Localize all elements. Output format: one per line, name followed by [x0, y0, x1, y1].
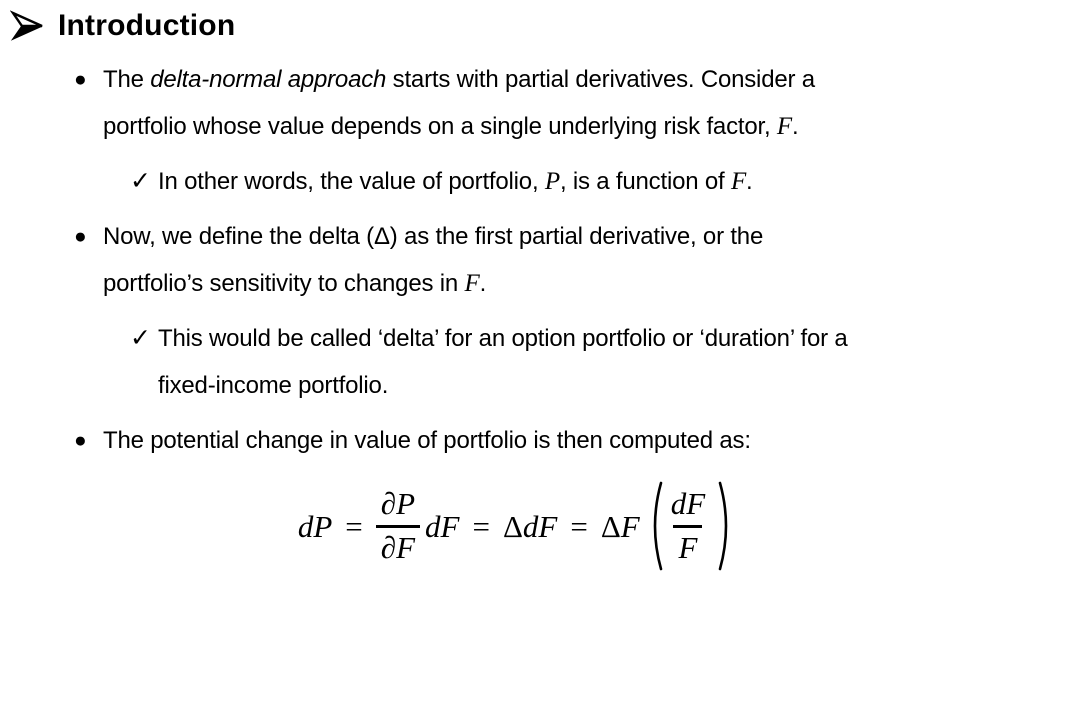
fraction-denominator: ∂F [375, 524, 421, 565]
equals-sign: = [472, 508, 490, 544]
text-segment: starts with partial derivatives. Conside… [386, 66, 815, 93]
fraction-denominator: F [673, 524, 703, 565]
bullet-2-text: Now, we define the delta (Δ) as the firs… [103, 213, 1084, 307]
bullet-item-2: ● Now, we define the delta (Δ) as the fi… [0, 213, 1084, 307]
text-segment: portfolio whose value depends on a singl… [103, 113, 777, 140]
formula: dP = ∂P ∂F dF = ΔdF = ΔF dF F [0, 481, 1058, 571]
fraction-dF-F: dF F [666, 485, 710, 565]
check-2-text: This would be called ‘delta’ for an opti… [158, 315, 1084, 409]
open-paren-icon [647, 481, 663, 571]
text-segment: . [791, 113, 799, 140]
text-segment: portfolio’s sensitivity to changes in [103, 270, 465, 297]
text-line: The delta-normal approach starts with pa… [103, 56, 1084, 103]
fraction-numerator: ∂P [380, 485, 416, 521]
math-variable: F [464, 270, 480, 297]
text-line: fixed-income portfolio. [158, 362, 1084, 409]
math-variable: P [544, 168, 560, 195]
bullet-item-1: ● The delta-normal approach starts with … [0, 56, 1084, 150]
formula-term-delta-dF: ΔdF [503, 511, 557, 542]
text-line: portfolio’s sensitivity to changes in F. [103, 260, 1084, 307]
formula-term-dF: dF [425, 508, 460, 544]
check-item-1: ✓ In other words, the value of portfolio… [0, 158, 1084, 205]
arrow-bullet-icon [9, 10, 46, 42]
close-paren-icon [718, 481, 734, 571]
text-line: The potential change in value of portfol… [103, 417, 1084, 464]
equals-sign: = [570, 508, 588, 544]
dot-bullet-icon: ● [74, 429, 87, 452]
equals-sign: = [345, 508, 363, 544]
text-segment: Now, we define the delta (Δ) as the firs… [103, 223, 764, 250]
checkmark-icon: ✓ [130, 324, 151, 352]
dot-bullet-icon: ● [74, 68, 87, 91]
text-line: In other words, the value of portfolio, … [158, 158, 1084, 205]
text-segment: . [479, 270, 487, 297]
formula-term-dP: dP [297, 508, 333, 544]
text-segment-italic: delta-normal approach [150, 66, 387, 93]
bullet-item-3: ● The potential change in value of portf… [0, 417, 1084, 464]
math-variable: F [776, 113, 792, 140]
text-segment: The [103, 66, 151, 93]
slide-heading: Introduction [0, 0, 1084, 45]
text-segment: The potential change in value of portfol… [103, 427, 751, 454]
text-line: This would be called ‘delta’ for an opti… [158, 315, 1084, 362]
math-variable: F [620, 508, 640, 544]
checkmark-icon: ✓ [130, 167, 151, 195]
bullet-1-text: The delta-normal approach starts with pa… [103, 56, 1084, 150]
page-title: Introduction [58, 9, 236, 42]
text-segment: In other words, the value of portfolio, [158, 168, 545, 195]
formula-term-delta-F: ΔF [601, 511, 640, 542]
text-segment: , is a function of [559, 168, 731, 195]
text-segment: This would be called ‘delta’ for an opti… [158, 325, 848, 352]
delta-symbol: Δ [600, 508, 621, 544]
math-variable: F [730, 168, 747, 195]
fraction-numerator: dF [670, 485, 706, 521]
text-segment: . [746, 168, 753, 195]
math-variable: dF [522, 508, 558, 544]
check-1-text: In other words, the value of portfolio, … [158, 158, 1084, 205]
bullet-3-text: The potential change in value of portfol… [103, 417, 1084, 464]
fraction-dP-dF: ∂P ∂F [375, 485, 421, 565]
text-line: portfolio whose value depends on a singl… [103, 103, 1084, 150]
delta-symbol: Δ [502, 508, 523, 544]
text-segment: fixed-income portfolio. [158, 372, 389, 399]
dot-bullet-icon: ● [74, 225, 87, 248]
check-item-2: ✓ This would be called ‘delta’ for an op… [0, 315, 1084, 409]
text-line: Now, we define the delta (Δ) as the firs… [103, 213, 1084, 260]
